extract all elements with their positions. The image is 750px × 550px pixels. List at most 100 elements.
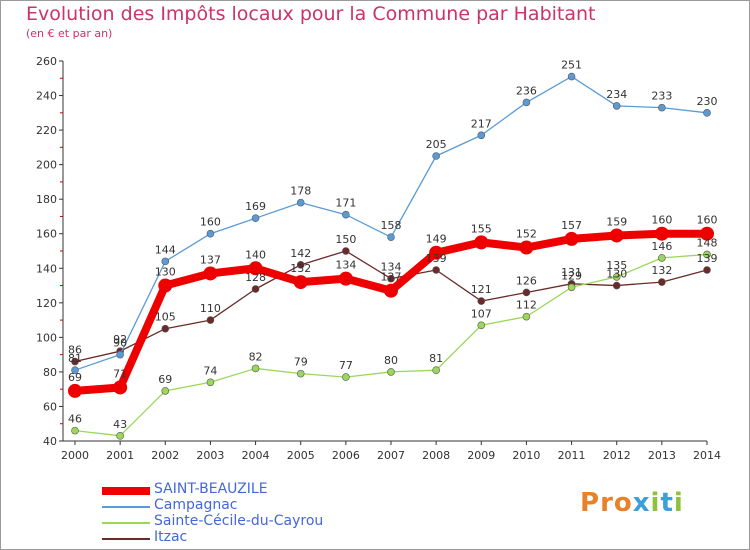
data-point — [522, 312, 531, 321]
data-point — [68, 383, 82, 398]
data-label: 107 — [471, 307, 492, 320]
data-label: 130 — [155, 266, 176, 279]
legend-swatch — [102, 506, 150, 508]
data-point — [342, 373, 350, 381]
data-point — [71, 357, 79, 366]
data-label: 152 — [516, 228, 537, 241]
data-label: 129 — [561, 269, 582, 282]
data-label: 135 — [606, 259, 627, 272]
data-label: 46 — [68, 413, 82, 426]
data-label: 92 — [113, 333, 127, 346]
data-point — [522, 98, 531, 107]
data-point — [477, 297, 486, 305]
data-label: 178 — [290, 185, 311, 198]
chart-subtitle: (en € et par an) — [26, 27, 113, 40]
data-point — [429, 245, 444, 260]
data-label: 69 — [158, 373, 172, 386]
data-label: 155 — [471, 222, 492, 235]
data-point — [567, 283, 576, 292]
data-point — [522, 288, 531, 297]
data-label: 80 — [384, 354, 398, 367]
y-tick-label: 120 — [36, 297, 57, 310]
data-point — [251, 214, 260, 222]
data-label: 105 — [155, 311, 176, 324]
data-label: 71 — [113, 367, 127, 380]
data-label: 158 — [381, 219, 402, 232]
data-label: 77 — [339, 359, 353, 372]
data-label: 86 — [68, 344, 82, 357]
data-point — [519, 240, 534, 255]
data-label: 159 — [606, 215, 627, 228]
x-tick-label: 2014 — [693, 449, 721, 462]
data-point — [387, 368, 395, 376]
data-label: 74 — [203, 364, 217, 377]
data-label: 234 — [606, 88, 627, 101]
data-label: 171 — [335, 197, 356, 210]
x-tick-label: 2010 — [512, 449, 540, 462]
data-point — [338, 271, 353, 286]
data-point — [477, 131, 486, 140]
data-point — [113, 380, 128, 395]
data-point — [612, 281, 621, 290]
legend-swatch — [102, 522, 150, 524]
data-point — [703, 109, 711, 117]
data-point — [116, 350, 124, 359]
data-point — [564, 231, 579, 246]
data-label: 112 — [516, 299, 537, 312]
x-tick-label: 2007 — [377, 449, 405, 462]
data-point — [71, 366, 79, 374]
data-point — [609, 228, 624, 243]
data-label: 157 — [561, 219, 582, 232]
data-point — [567, 72, 576, 81]
x-tick-label: 2013 — [648, 449, 676, 462]
data-label: 69 — [68, 371, 82, 384]
data-label: 110 — [200, 302, 221, 315]
chart-title: Evolution des Impôts locaux pour la Comm… — [26, 3, 596, 25]
data-label: 160 — [697, 214, 718, 227]
data-label: 81 — [68, 352, 82, 365]
data-label: 127 — [381, 271, 402, 284]
legend-swatch — [102, 487, 150, 495]
y-tick-label: 80 — [43, 366, 57, 379]
proxiti-logo: Proxiti — [580, 488, 684, 518]
data-point — [296, 261, 305, 269]
x-tick-label: 2011 — [558, 449, 586, 462]
x-tick-label: 2009 — [467, 449, 495, 462]
x-tick-label: 2012 — [603, 449, 631, 462]
data-point — [203, 266, 218, 281]
data-point — [387, 274, 395, 283]
data-point — [251, 285, 260, 293]
y-tick-label: 140 — [36, 262, 57, 275]
data-label: 144 — [155, 243, 176, 256]
legend-swatch — [102, 538, 150, 540]
data-point — [342, 247, 350, 255]
data-point — [700, 226, 714, 241]
data-label: 142 — [290, 247, 311, 260]
data-point — [432, 152, 440, 160]
data-label: 160 — [651, 214, 672, 227]
data-point — [658, 254, 666, 262]
y-tick-label: 240 — [36, 90, 57, 103]
data-point — [206, 316, 215, 324]
x-tick-label: 2001 — [106, 449, 134, 462]
x-tick-label: 2008 — [422, 449, 450, 462]
y-tick-label: 220 — [36, 124, 57, 137]
data-point — [206, 378, 215, 387]
data-point — [71, 426, 79, 435]
data-point — [342, 210, 350, 219]
data-point — [248, 261, 263, 276]
data-point — [296, 198, 305, 207]
x-tick-label: 2003 — [196, 449, 224, 462]
data-label: 82 — [249, 350, 263, 363]
data-label: 205 — [426, 138, 447, 151]
data-label: 121 — [471, 283, 492, 296]
data-point — [296, 369, 305, 378]
data-point — [293, 275, 308, 290]
data-point — [161, 324, 170, 333]
data-point — [654, 226, 669, 241]
legend-label: Campagnac — [154, 497, 238, 513]
data-label: 137 — [200, 253, 221, 266]
data-label: 149 — [426, 233, 447, 246]
y-tick-label: 260 — [36, 55, 57, 68]
